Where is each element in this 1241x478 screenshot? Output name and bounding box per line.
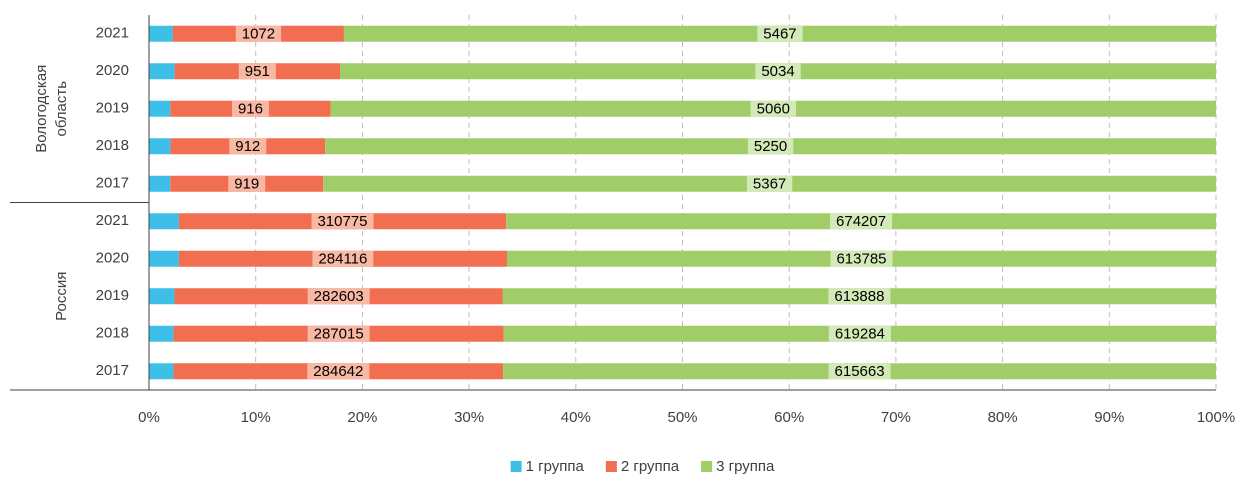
data-label-bg <box>231 100 270 117</box>
legend-swatch <box>605 461 617 472</box>
legend: 1 группа 2 группа 3 группа <box>510 458 775 475</box>
data-label-bg <box>229 138 267 155</box>
data-label-bg <box>830 213 893 230</box>
data-label-bg <box>830 250 893 267</box>
data-label-bg <box>228 175 266 192</box>
data-label-bg <box>747 138 794 155</box>
data-label-bg <box>746 175 793 192</box>
data-labels: 1072 5467 951 5034 916 5060 912 5250 919 5367 3107… <box>228 25 893 380</box>
y-tick-label: 2018 <box>96 325 129 342</box>
data-label: 5250 <box>754 138 787 155</box>
data-label-bg <box>307 363 370 380</box>
group-label-line: область <box>53 81 70 137</box>
legend-label: 1 группа <box>526 458 585 475</box>
data-label-bg <box>307 325 370 342</box>
x-tick-label: 100% <box>1197 409 1235 426</box>
legend-label: 2 группа <box>621 458 680 475</box>
y-tick-label: 2019 <box>96 287 129 304</box>
y-tick-label: 2017 <box>96 362 129 379</box>
x-tick-label: 60% <box>774 409 804 426</box>
data-label: 5467 <box>763 26 796 43</box>
bar-segment <box>149 213 179 230</box>
y-tick-label: 2020 <box>96 62 129 79</box>
x-tick-label: 80% <box>988 409 1018 426</box>
data-label-bg <box>307 288 370 305</box>
group-label: Вологодская область <box>33 65 70 153</box>
x-tick-label: 40% <box>561 409 591 426</box>
data-label: 5034 <box>761 63 794 80</box>
x-tick-label: 90% <box>1094 409 1124 426</box>
x-tick-label: 50% <box>667 409 697 426</box>
data-label: 282603 <box>314 288 364 305</box>
data-label-bg <box>312 250 374 267</box>
data-label-bg <box>235 25 282 42</box>
bar-segment <box>149 325 174 342</box>
y-tick-label: 2021 <box>96 25 129 42</box>
data-label-bg <box>828 363 891 380</box>
data-label: 674207 <box>836 213 886 230</box>
bar-segment <box>149 175 171 192</box>
data-label: 284116 <box>318 251 367 268</box>
x-tick-label: 0% <box>138 409 160 426</box>
group-label-line: Вологодская <box>33 65 50 153</box>
data-label-bg <box>750 100 796 117</box>
group-label-line: Россия <box>53 272 70 321</box>
bar-segment <box>149 363 174 380</box>
data-label: 310775 <box>317 213 367 230</box>
legend-swatch <box>701 461 713 472</box>
legend-swatch <box>510 461 522 472</box>
data-label: 619284 <box>835 326 885 343</box>
bar-segment <box>149 288 175 305</box>
data-label-bg <box>828 325 891 342</box>
group-label: Россия <box>53 272 70 321</box>
data-label: 912 <box>235 138 260 155</box>
data-label: 284642 <box>313 363 363 380</box>
x-tick-label: 20% <box>347 409 377 426</box>
bar-segment <box>149 250 179 267</box>
bar-segment <box>149 63 175 80</box>
data-label-bg <box>238 63 276 80</box>
bar-segment <box>149 100 171 117</box>
data-label-bg <box>755 63 801 80</box>
data-label: 916 <box>238 101 263 118</box>
data-label-bg <box>828 288 891 305</box>
data-label: 1072 <box>242 26 275 43</box>
x-tick-label: 30% <box>454 409 484 426</box>
x-tick-label: 70% <box>881 409 911 426</box>
x-tick-label: 10% <box>241 409 271 426</box>
bar-segment <box>149 138 171 155</box>
bar-segment <box>149 25 173 42</box>
data-label: 5060 <box>757 101 790 118</box>
data-label-bg <box>311 213 374 230</box>
data-label: 615663 <box>835 363 885 380</box>
data-label: 613785 <box>836 251 886 268</box>
y-tick-label: 2020 <box>96 250 129 267</box>
y-tick-label: 2021 <box>96 212 129 229</box>
legend-label: 3 группа <box>716 458 775 475</box>
y-tick-label: 2018 <box>96 137 129 154</box>
data-label: 613888 <box>834 288 884 305</box>
y-tick-label: 2019 <box>96 100 129 117</box>
y-tick-label: 2017 <box>96 175 129 192</box>
data-label: 5367 <box>753 176 786 193</box>
data-label-bg <box>757 25 803 42</box>
data-label: 951 <box>245 63 270 80</box>
data-label: 287015 <box>314 326 364 343</box>
data-label: 919 <box>234 176 259 193</box>
